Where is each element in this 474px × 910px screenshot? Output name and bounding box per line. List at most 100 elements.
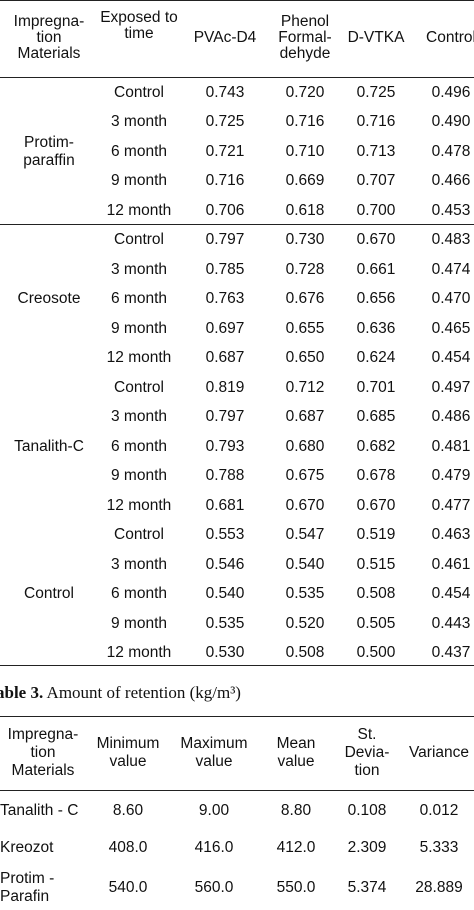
pvac-cell: 0.797 [205,408,245,426]
pvac-cell: 0.530 [205,644,245,662]
phenol-cell: 0.675 [285,467,325,485]
table3-header-rule [0,790,474,791]
dvtka-cell: 0.656 [356,290,396,308]
phenol-cell: 0.618 [285,201,325,219]
exposure-cell: 3 month [110,260,167,278]
exposure-cell: 12 month [106,201,172,219]
table-bottom-rule [0,665,474,666]
exposure-cell: 6 month [110,142,167,160]
table-row: 3 month 0.546 0.540 0.515 0.461 [0,550,474,580]
max-cell: 560.0 [194,879,234,897]
variance-cell: 28.889 [415,879,463,897]
phenol-cell: 0.712 [285,378,325,396]
phenol-cell: 0.680 [285,437,325,455]
table-row: 12 month 0.681 0.670 0.670 0.477 [0,491,474,521]
pvac-cell: 0.540 [205,585,245,603]
t3-header-mean: Mean value [276,735,316,770]
phenol-cell: 0.676 [285,290,325,308]
dvtka-cell: 0.700 [356,201,396,219]
dvtka-cell: 0.500 [356,644,396,662]
dvtka-cell: 0.624 [356,349,396,367]
pvac-cell: 0.785 [205,260,245,278]
dvtka-cell: 0.685 [356,408,396,426]
exposure-cell: 9 month [110,172,167,190]
control-cell: 0.490 [431,113,471,131]
control-cell: 0.481 [431,437,471,455]
max-cell: 416.0 [194,839,234,857]
group-label: Control [24,585,74,603]
pvac-cell: 0.681 [205,496,245,514]
table-row: 9 month 0.788 0.675 0.678 0.479 [0,462,474,492]
phenol-cell: 0.520 [285,614,325,632]
exposure-cell: 9 month [110,614,167,632]
min-cell: 540.0 [108,879,148,897]
control-cell: 0.454 [431,349,471,367]
control-cell: 0.470 [431,290,471,308]
table-row: Control 0.819 0.712 0.701 0.497 [0,373,474,403]
control-cell: 0.478 [431,142,471,160]
pvac-cell: 0.716 [205,172,245,190]
table-row: 12 month 0.706 0.618 0.700 0.453 [0,196,474,226]
dvtka-cell: 0.519 [356,526,396,544]
material-cell: Tanalith - C [0,802,79,820]
exposure-cell: 6 month [110,437,167,455]
phenol-cell: 0.540 [285,555,325,573]
phenol-cell: 0.535 [285,585,325,603]
dvtka-cell: 0.716 [356,113,396,131]
group-separator-rule [0,224,474,225]
phenol-cell: 0.655 [285,319,325,337]
mean-cell: 550.0 [276,879,316,897]
exposure-cell: Control [114,83,164,101]
table3-caption-text: Amount of retention (kg/m³) [43,683,241,702]
dvtka-cell: 0.713 [356,142,396,160]
control-cell: 0.466 [431,172,471,190]
mean-cell: 8.80 [280,802,312,820]
exposure-cell: 12 month [106,644,172,662]
pvac-cell: 0.819 [205,378,245,396]
pvac-cell: 0.743 [205,83,245,101]
exposure-cell: 3 month [110,555,167,573]
dvtka-cell: 0.701 [356,378,396,396]
pvac-cell: 0.725 [205,113,245,131]
pvac-cell: 0.553 [205,526,245,544]
pvac-cell: 0.793 [205,437,245,455]
table-row: 6 month 0.793 0.680 0.682 0.481 [0,432,474,462]
table3-top-rule [0,716,474,717]
control-cell: 0.474 [431,260,471,278]
control-cell: 0.461 [431,555,471,573]
phenol-cell: 0.720 [285,83,325,101]
table-row: 12 month 0.687 0.650 0.624 0.454 [0,344,474,374]
variance-cell: 0.012 [419,802,459,820]
pvac-cell: 0.687 [205,349,245,367]
exposure-cell: 9 month [110,319,167,337]
control-cell: 0.486 [431,408,471,426]
exposure-cell: Control [114,378,164,396]
table-row: 3 month 0.797 0.687 0.685 0.486 [0,403,474,433]
exposure-cell: 6 month [110,290,167,308]
exposure-cell: 6 month [110,585,167,603]
group-label: Creosote [17,290,81,308]
sd-cell: 0.108 [347,802,387,820]
control-cell: 0.463 [431,526,471,544]
table-row: 12 month 0.530 0.508 0.500 0.437 [0,639,474,669]
pvac-cell: 0.697 [205,319,245,337]
phenol-cell: 0.730 [285,231,325,249]
header-control: Control [426,28,474,46]
min-cell: 408.0 [108,839,148,857]
table-header-row: Impregna- tion Materials Exposed to time… [0,2,474,74]
control-cell: 0.453 [431,201,471,219]
material-cell: Kreozot [0,839,54,857]
exposure-cell: 12 month [106,349,172,367]
header-exposed: Exposed to time [100,9,178,43]
exposure-cell: 9 month [110,467,167,485]
control-cell: 0.477 [431,496,471,514]
dvtka-cell: 0.636 [356,319,396,337]
t3-header-max: Maximum value [180,735,248,770]
exposure-cell: 3 month [110,113,167,131]
table3-caption: able 3. Amount of retention (kg/m³) [0,683,241,703]
phenol-cell: 0.547 [285,526,325,544]
pvac-cell: 0.797 [205,231,245,249]
exposure-cell: Control [114,526,164,544]
table-top-rule [0,0,474,1]
mean-cell: 412.0 [276,839,316,857]
